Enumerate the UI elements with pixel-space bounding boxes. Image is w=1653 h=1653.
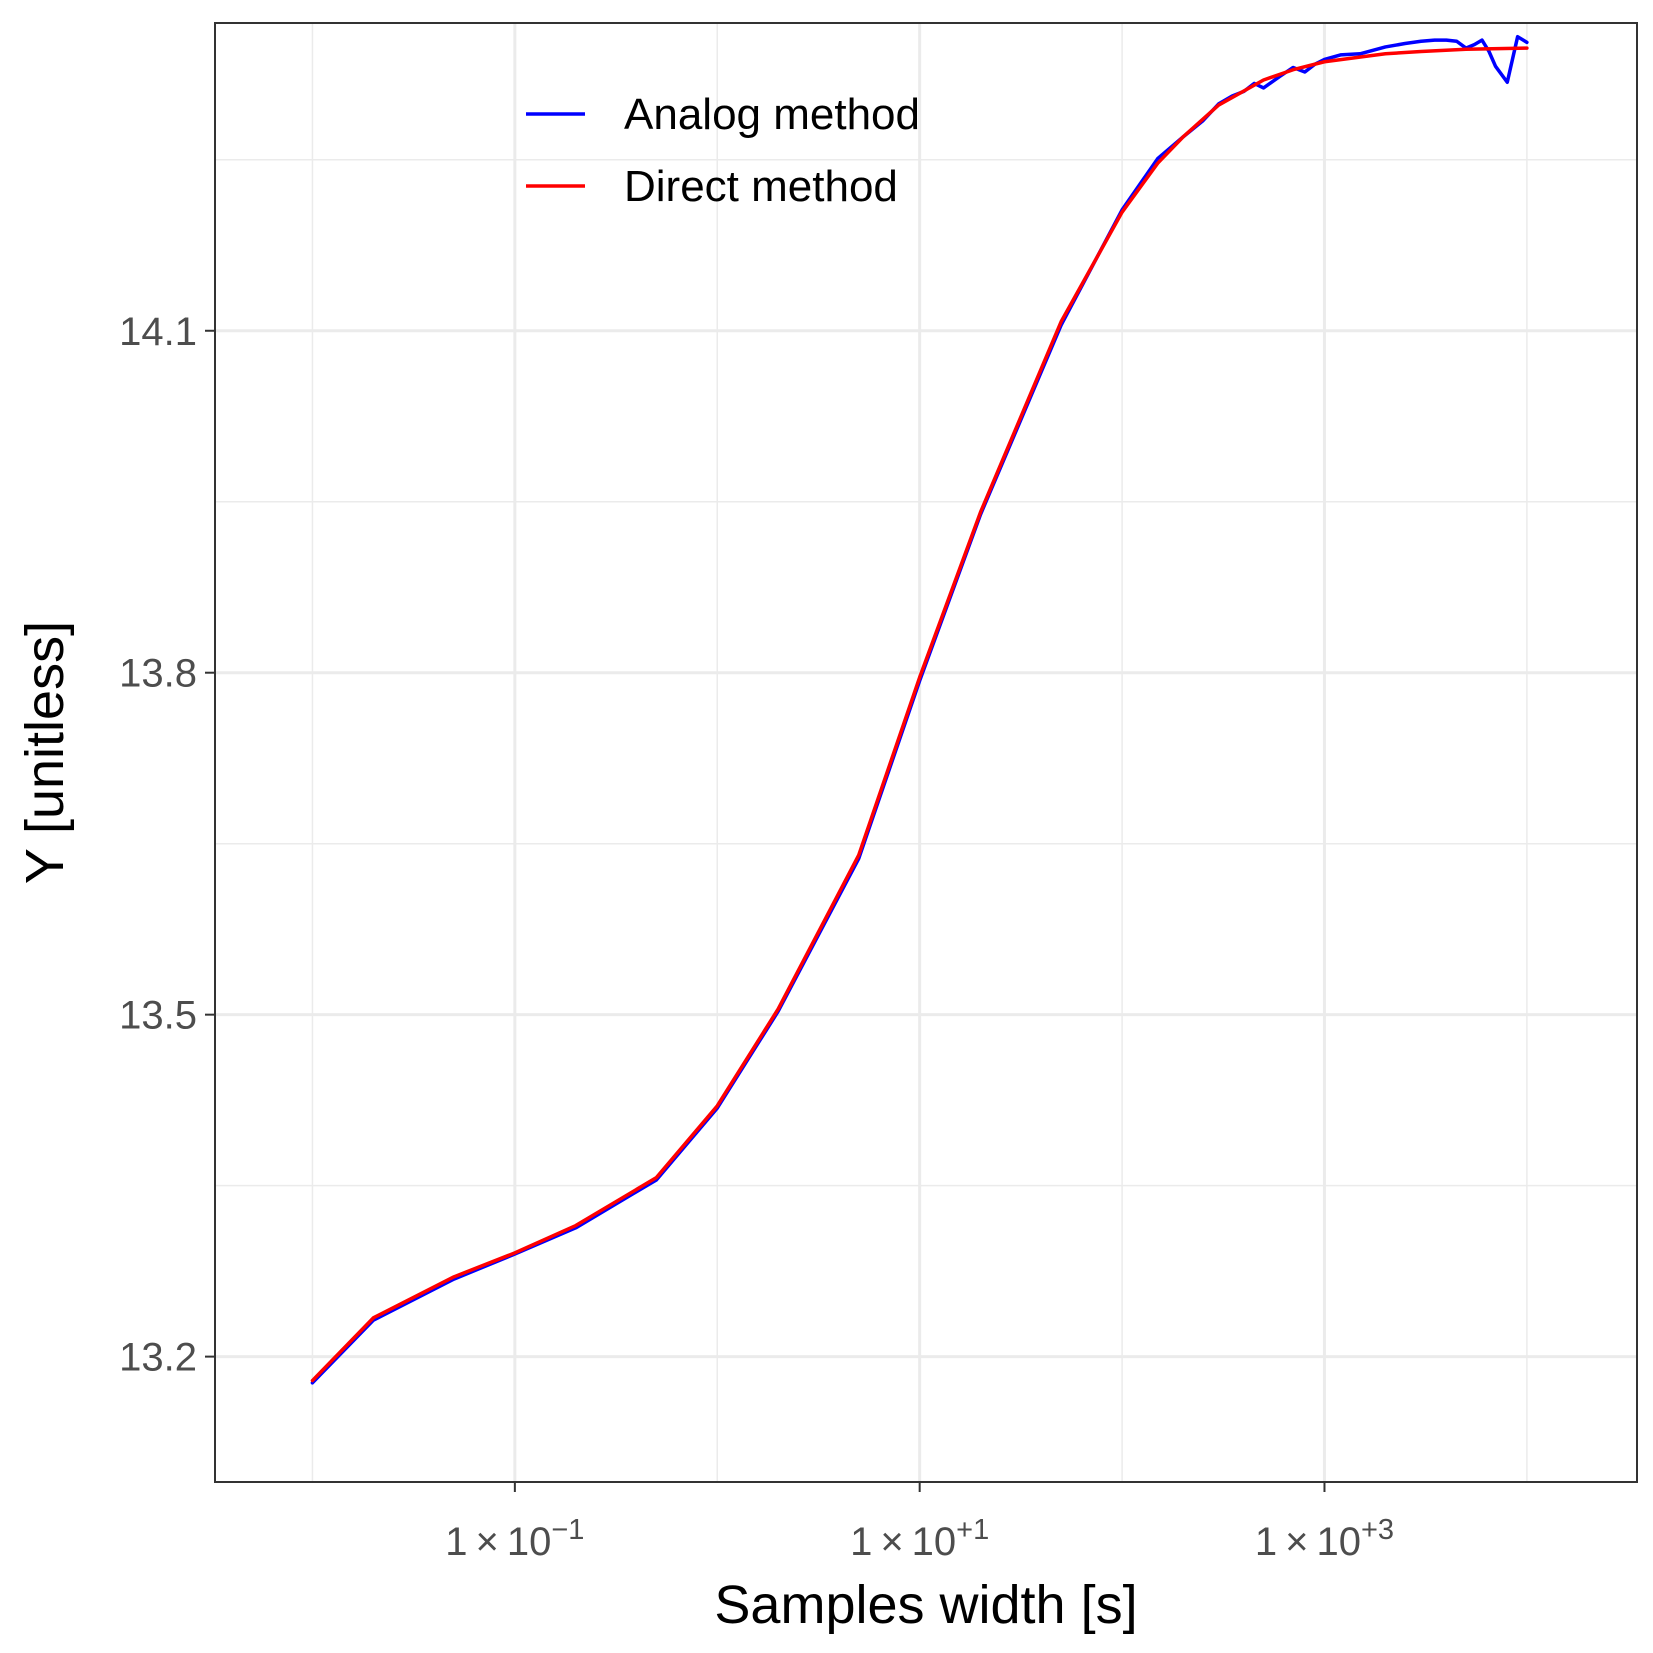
y-tick-label: 14.1 xyxy=(119,310,197,354)
y-axis-title: Y [unitless] xyxy=(15,621,75,884)
y-tick-label: 13.2 xyxy=(119,1336,197,1380)
x-axis: 1 × 10−1 1 × 10+1 1 × 10+3 xyxy=(445,1482,1394,1564)
plot-panel-border xyxy=(214,22,1638,1483)
y-tick-label: 13.5 xyxy=(119,994,197,1038)
y-axis: 13.2 13.5 13.8 14.1 xyxy=(119,310,215,1380)
x-axis-title: Samples width [s] xyxy=(714,1575,1137,1635)
y-tick-label: 13.8 xyxy=(119,652,197,696)
major-gridlines xyxy=(215,23,1637,1482)
x-tick-label: 1 × 10−1 xyxy=(445,1514,584,1564)
legend-label-1: Analog method xyxy=(624,90,920,139)
legend-label-2: Direct method xyxy=(624,162,898,211)
legend: Analog method Direct method xyxy=(526,90,920,211)
series-layer xyxy=(310,34,1529,1385)
x-tick-label: 1 × 10+3 xyxy=(1255,1514,1394,1564)
x-tick-label: 1 × 10+1 xyxy=(850,1514,989,1564)
minor-gridlines xyxy=(215,23,1637,1482)
series-line-2 xyxy=(310,46,1529,1383)
